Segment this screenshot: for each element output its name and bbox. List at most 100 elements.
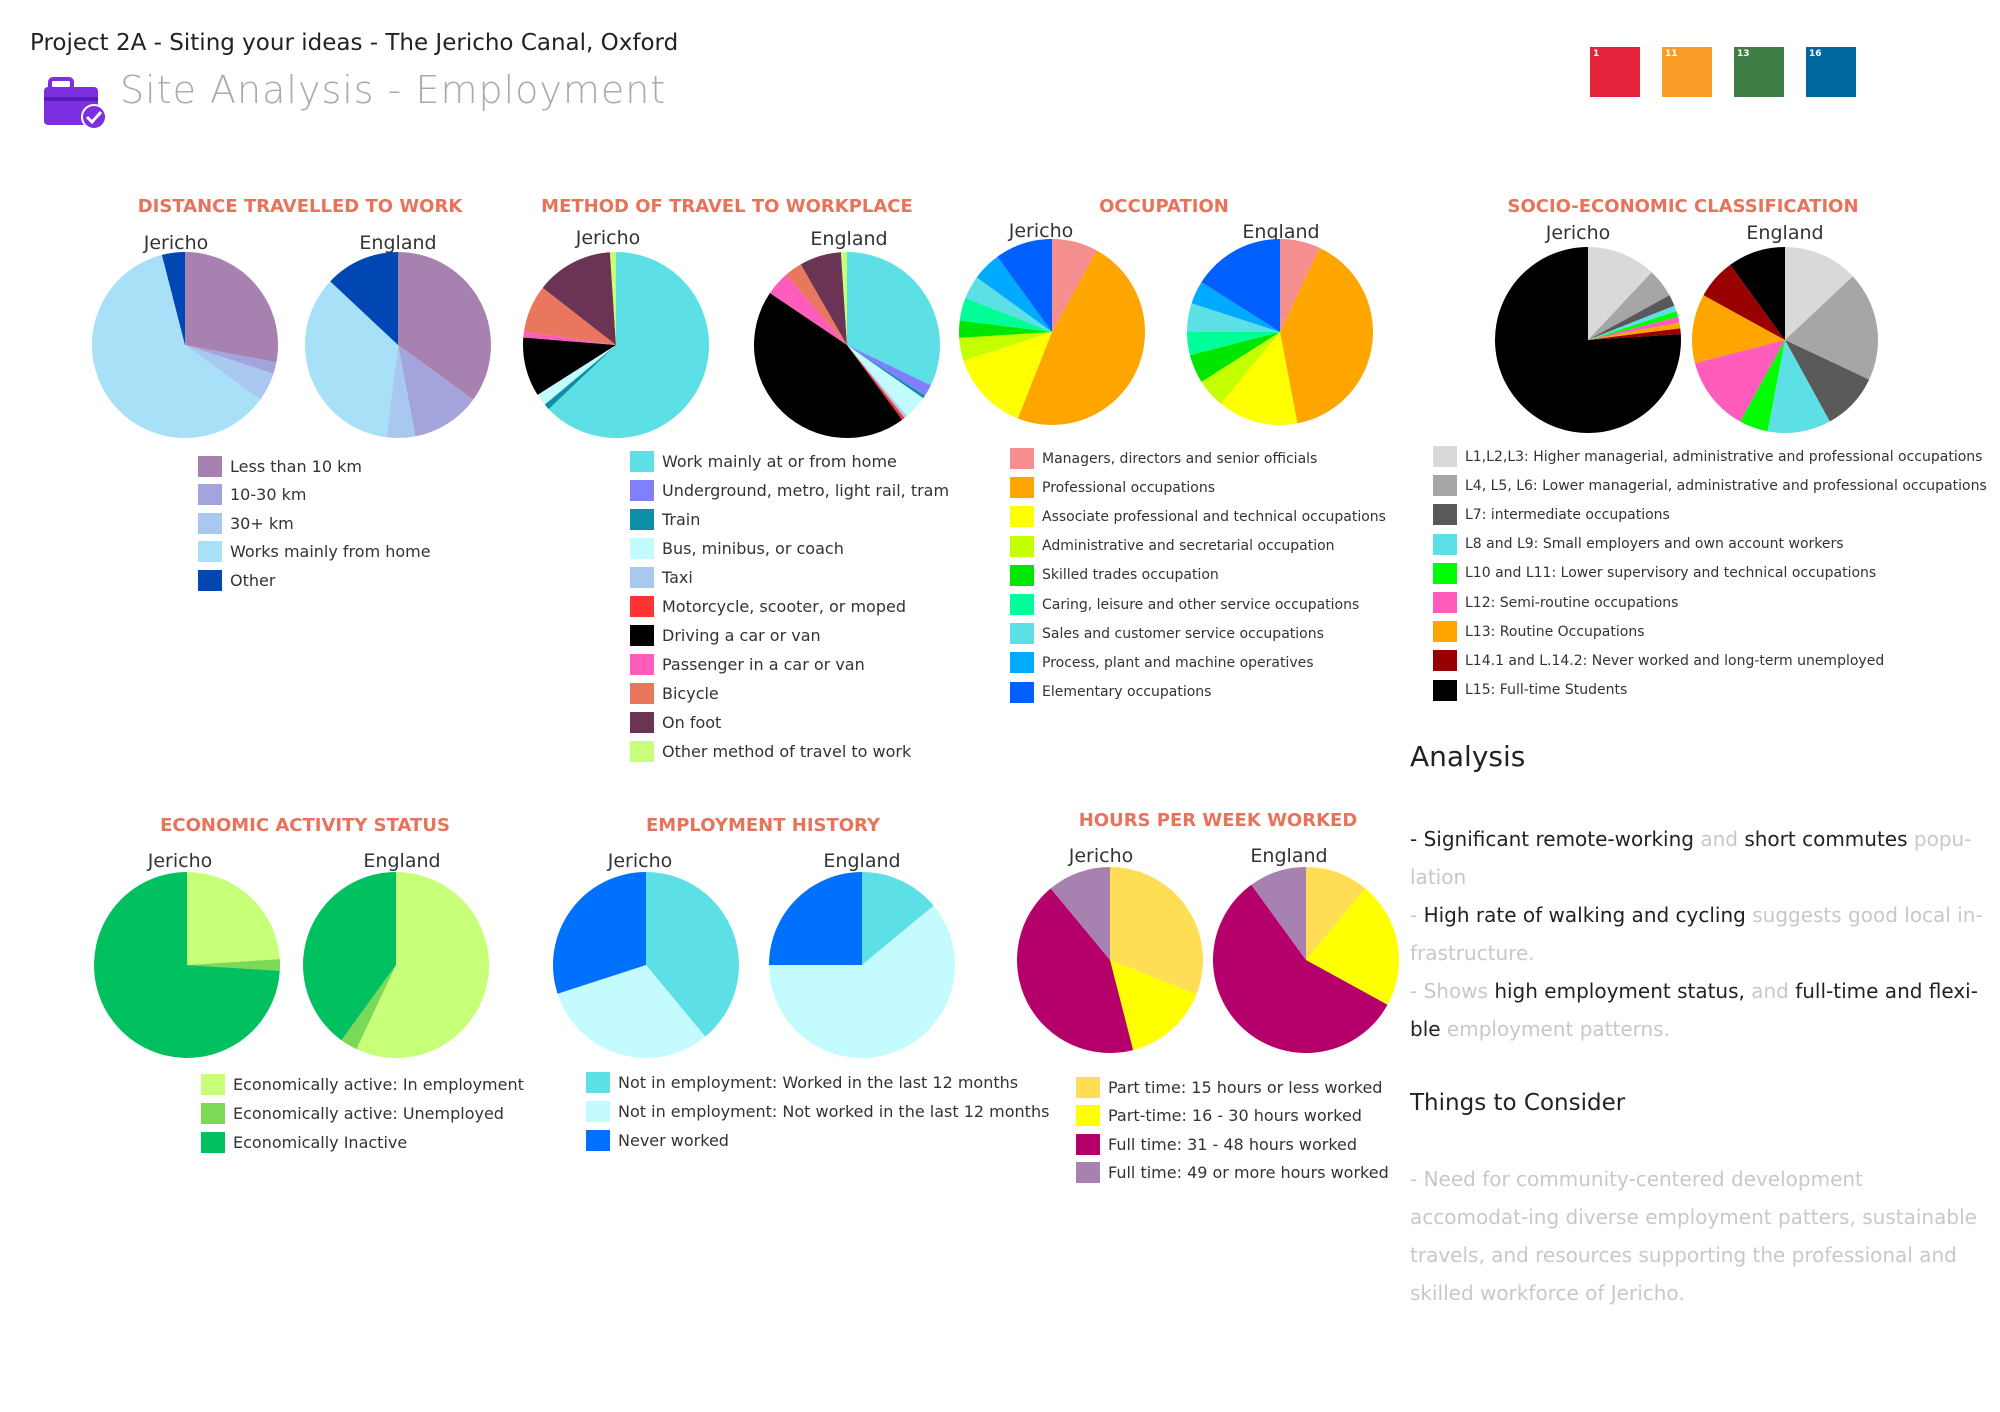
sdg-11-number: 11 [1665, 49, 1678, 59]
employment-history-jericho-slice-1 [557, 965, 706, 1058]
legend-swatch [201, 1074, 225, 1095]
occupation-pie-label-england: England [1242, 221, 1320, 243]
legend-item: Skilled trades occupation [1010, 561, 1386, 590]
distance-pie-england [305, 252, 491, 438]
distance-jericho-slice-1 [185, 345, 277, 374]
occupation-jericho-slice-6 [965, 277, 1052, 332]
travel-method-england-slice-7 [769, 274, 847, 345]
hours-worked-pie-label-jericho: Jericho [1068, 845, 1134, 867]
occupation-jericho-slice-7 [976, 256, 1052, 332]
legend-label: L13: Routine Occupations [1465, 623, 1645, 640]
occupation-jericho-slice-8 [997, 239, 1052, 332]
analysis-point-2: - High rate of walking and cycling sugge… [1410, 896, 1985, 972]
legend-label: On foot [662, 713, 722, 732]
socio-economic-england-slice-5 [1694, 340, 1785, 422]
legend-item: L7: intermediate occupations [1433, 500, 1987, 529]
legend-swatch [1010, 448, 1034, 470]
legend-swatch [630, 596, 654, 617]
legend-item: Process, plant and machine operatives [1010, 648, 1386, 677]
socio-economic-england-slice-7 [1703, 264, 1785, 340]
socio-economic-jericho-slice-4 [1588, 311, 1679, 340]
legend-label: L14.1 and L.14.2: Never worked and long-… [1465, 652, 1885, 669]
legend-swatch [1433, 621, 1457, 643]
legend-item: Economically active: In employment [201, 1070, 524, 1099]
legend-swatch [1076, 1076, 1100, 1098]
distance-england-slice-2 [386, 345, 416, 438]
legend-label: Works mainly from home [230, 542, 431, 562]
socio-economic-england-slice-8 [1730, 247, 1785, 340]
legend-label: Associate professional and technical occ… [1042, 508, 1386, 525]
occupation-jericho-slice-1 [1017, 250, 1145, 425]
occupation-england-slice-5 [1187, 332, 1280, 356]
economic-activity-england-slice-2 [303, 872, 396, 1041]
distance-england-slice-4 [330, 252, 398, 345]
socio-economic-england-slice-2 [1785, 340, 1870, 422]
travel-method-england-slice-10 [840, 252, 847, 345]
travel-method-jericho-slice-9 [542, 252, 616, 345]
socio-economic-jericho-slice-6 [1588, 322, 1681, 340]
travel-method-jericho-slice-0 [548, 252, 709, 438]
legend-label: 10-30 km [230, 485, 307, 505]
legend-item: Other [198, 566, 431, 595]
hours-worked-jericho-slice-3 [1050, 867, 1110, 960]
travel-method-pie-label-england: England [810, 228, 888, 250]
analysis-text: high employment status, [1494, 979, 1745, 1003]
legend-item: Administrative and secretarial occupatio… [1010, 532, 1386, 561]
legend-item: Bicycle [630, 679, 949, 708]
distance-jericho-slice-4 [161, 252, 185, 345]
legend-swatch [630, 741, 654, 762]
legend-swatch [630, 654, 654, 675]
legend-item: L12: Semi-routine occupations [1433, 588, 1987, 617]
legend-label: Process, plant and machine operatives [1042, 654, 1314, 671]
legend-item: Driving a car or van [630, 621, 949, 650]
socio-economic-jericho-slice-3 [1588, 305, 1677, 340]
economic-activity-england-slice-1 [341, 965, 396, 1050]
legend-swatch [1433, 562, 1457, 584]
occupation-england-slice-1 [1280, 247, 1373, 424]
socio-economic-jericho-slice-0 [1588, 247, 1652, 340]
legend-item: Work mainly at or from home [630, 447, 949, 476]
analysis-point-3: - Shows high employment status, and full… [1410, 972, 1985, 1048]
hours-worked-jericho-slice-1 [1110, 960, 1197, 1051]
legend-swatch [1433, 475, 1457, 497]
legend-item: Full time: 49 or more hours worked [1076, 1159, 1389, 1188]
legend-item: Professional occupations [1010, 473, 1386, 502]
legend-item: Motorcycle, scooter, or moped [630, 592, 949, 621]
occupation-pie-england [1187, 239, 1373, 425]
analysis-text: employment patterns. [1440, 1017, 1670, 1041]
analysis-text: popu-lation [1410, 827, 1972, 889]
occupation-pie-label-jericho: Jericho [1008, 220, 1074, 242]
hours-worked-england-slice-1 [1306, 888, 1399, 1005]
employment-history-pie-label-england: England [823, 850, 901, 872]
occupation-england-slice-2 [1220, 332, 1298, 425]
analysis-text: - Shows [1410, 979, 1495, 1003]
economic-activity-pie-jericho [94, 872, 280, 1058]
socio-economic-england-slice-0 [1785, 247, 1853, 340]
socio-economic-jericho-slice-2 [1588, 295, 1675, 340]
travel-method-pie-england [753, 252, 940, 439]
legend-label: Sales and customer service occupations [1042, 625, 1324, 642]
occupation-england-slice-4 [1189, 332, 1280, 382]
legend-item: L13: Routine Occupations [1433, 617, 1987, 646]
distance-pie-label-england: England [359, 232, 437, 254]
legend-item: Part-time: 16 - 30 hours worked [1076, 1102, 1389, 1131]
legend-swatch [630, 538, 654, 559]
travel-method-jericho-slice-10 [609, 252, 616, 345]
legend-item: Sales and customer service occupations [1010, 619, 1386, 648]
socio-economic-pie-label-jericho: Jericho [1545, 222, 1611, 244]
analysis-heading: Analysis [1410, 740, 1526, 773]
distance-pie-jericho [92, 252, 278, 438]
legend-swatch [198, 541, 222, 563]
travel-method-england-slice-4 [847, 345, 907, 419]
legend-label: L15: Full-time Students [1465, 682, 1628, 699]
economic-activity-jericho-slice-0 [187, 872, 280, 965]
occupation-england-slice-0 [1280, 239, 1320, 332]
travel-method-england-slice-9 [800, 252, 847, 345]
economic-activity-pie-label-england: England [363, 850, 441, 872]
legend-item: Underground, metro, light rail, tram [630, 476, 949, 505]
travel-method-legend: Work mainly at or from home Underground, … [630, 447, 949, 766]
economic-activity-pie-england [303, 872, 489, 1058]
legend-swatch [1433, 592, 1457, 614]
legend-item: Part time: 15 hours or less worked [1076, 1073, 1389, 1102]
legend-item: Taxi [630, 563, 949, 592]
